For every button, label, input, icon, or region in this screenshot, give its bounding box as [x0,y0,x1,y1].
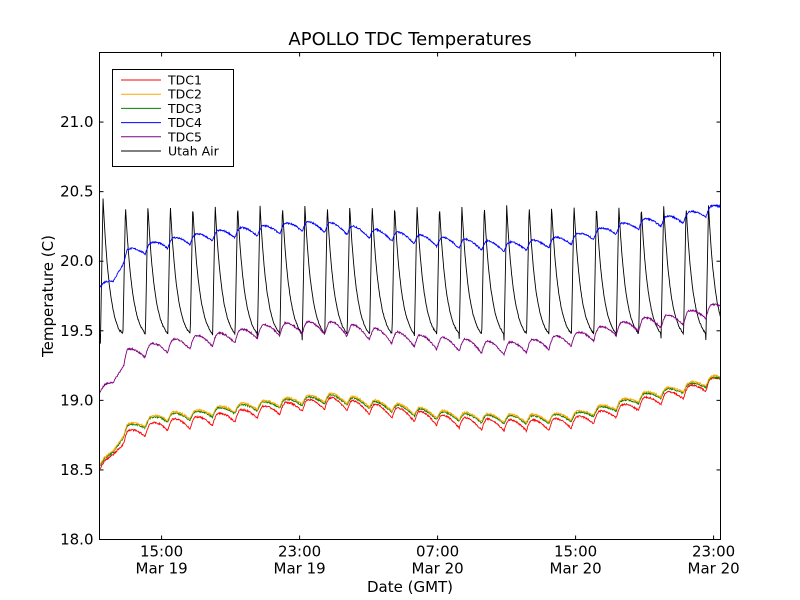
series-layer [99,198,720,470]
x-tick-label-time: 15:00 [554,543,597,561]
chart-title: APOLLO TDC Temperatures [288,29,531,50]
legend-label: TDC4 [167,115,202,130]
x-tick-label-time: 23:00 [692,543,735,561]
legend-label: TDC1 [167,73,202,88]
y-tick-label: 20.0 [60,252,93,270]
y-tick-label: 21.0 [60,113,93,131]
x-tick-label-time: 23:00 [278,543,321,561]
series-line-tdc5 [99,302,720,393]
y-tick-label: 20.5 [60,183,93,201]
x-tick-label-date: Mar 20 [412,560,464,578]
series-line-tdc2 [99,374,720,466]
legend-label: TDC5 [167,129,202,144]
x-tick-label-date: Mar 19 [136,560,188,578]
y-tick-label: 19.0 [60,391,93,409]
x-tick-label-date: Mar 20 [550,560,602,578]
series-line-tdc4 [99,203,720,288]
y-axis-label: Temperature (C) [39,235,57,358]
y-axis: 18.0 18.5 19.0 19.5 20.0 20.5 21.0 [60,113,721,549]
series-line-utah-air [99,198,720,344]
x-tick-label-date: Mar 20 [688,560,740,578]
legend-label: Utah Air [168,144,220,159]
legend-box [112,69,234,167]
legend-label: TDC2 [167,87,202,102]
y-tick-label: 19.5 [60,322,93,340]
x-tick-label-time: 15:00 [140,543,183,561]
x-tick-label-time: 07:00 [416,543,459,561]
legend-label: TDC3 [167,101,202,116]
series-line-tdc1 [99,376,720,470]
plot-frame [99,52,721,540]
x-tick-label-date: Mar 19 [274,560,326,578]
x-axis-label: Date (GMT) [367,578,453,596]
y-tick-label: 18.5 [60,461,93,479]
y-tick-label: 18.0 [60,531,93,549]
